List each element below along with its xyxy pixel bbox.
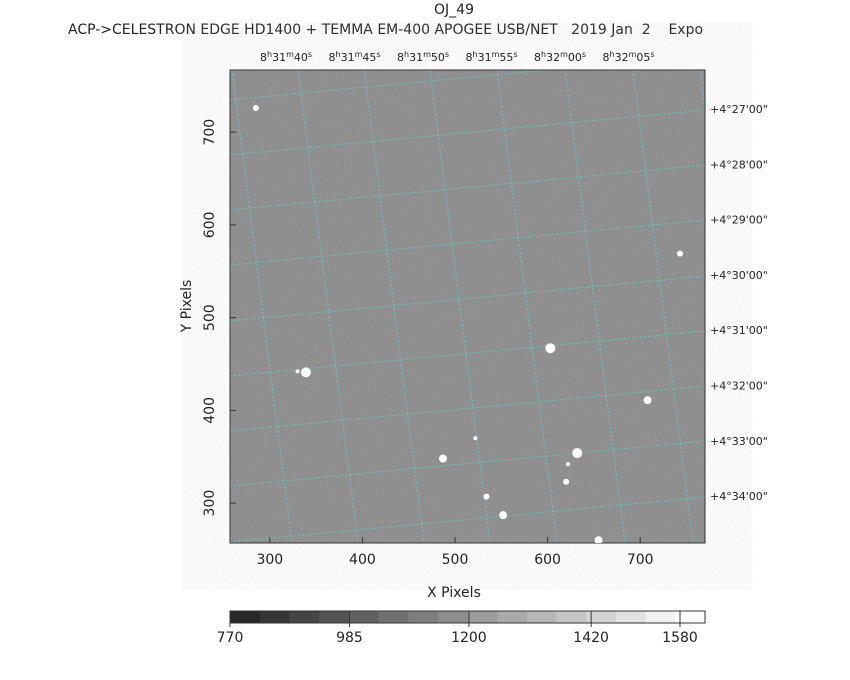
x-tick-label: 300	[256, 552, 283, 568]
colorbar-step	[556, 611, 587, 623]
colorbar-tick-label: 1200	[451, 630, 487, 646]
colorbar-step	[467, 611, 498, 623]
dec-label: +4°31'00"	[710, 324, 768, 337]
y-axis-label: Y Pixels	[179, 280, 195, 334]
dec-label: +4°34'00"	[710, 490, 768, 503]
x-tick-label: 400	[349, 552, 376, 568]
y-tick-label: 500	[202, 304, 218, 331]
ra-label: 8h31m50s	[397, 50, 449, 65]
star	[483, 493, 490, 500]
star	[300, 367, 311, 378]
star	[438, 454, 447, 463]
image-noise	[230, 70, 705, 543]
dec-label: +4°33'00"	[710, 435, 768, 448]
star	[295, 369, 300, 374]
star	[643, 396, 652, 405]
plot-frame	[229, 69, 706, 544]
colorbar-step	[348, 611, 379, 623]
colorbar-step	[615, 611, 647, 623]
colorbar-step	[645, 611, 676, 623]
ra-label: 8h32m05s	[603, 50, 655, 65]
y-tick-label: 700	[202, 119, 218, 146]
star	[594, 536, 603, 543]
x-tick-label: 500	[442, 552, 469, 568]
star	[565, 462, 570, 467]
colorbar-step	[259, 611, 290, 623]
dec-label: +4°32'00"	[710, 380, 768, 393]
colorbar-step	[378, 611, 409, 623]
colorbar-step	[319, 611, 350, 623]
colorbar-step	[526, 611, 558, 623]
x-tick-label: 600	[534, 552, 561, 568]
colorbar-tick-label: 1580	[662, 630, 698, 646]
star	[252, 105, 259, 112]
star	[572, 448, 583, 459]
colorbar-step	[230, 611, 261, 623]
colorbar-tick-label: 1420	[573, 630, 609, 646]
ra-label: 8h32m00s	[534, 50, 586, 65]
dec-label: +4°27'00"	[710, 103, 768, 116]
wcs-grid	[230, 70, 705, 543]
star	[677, 250, 683, 257]
chart-title: OJ_49	[434, 2, 474, 18]
colorbar-step	[437, 611, 468, 623]
star	[545, 343, 556, 354]
colorbar-step	[675, 611, 706, 623]
ra-label: 8h31m45s	[329, 50, 381, 65]
dec-label: +4°30'00"	[710, 269, 768, 282]
y-tick-label: 300	[202, 490, 218, 517]
colorbar-step	[497, 611, 528, 623]
colorbar-step	[586, 611, 617, 623]
colorbar-tick-label: 985	[336, 630, 363, 646]
x-tick-label: 700	[627, 552, 654, 568]
ra-label: 8h31m40s	[260, 50, 312, 65]
dec-label: +4°28'00"	[710, 158, 768, 171]
colorbar-step	[408, 611, 439, 623]
colorbar-step	[289, 611, 320, 623]
chart-subtitle: ACP->CELESTRON EDGE HD1400 + TEMMA EM-40…	[68, 22, 703, 38]
dec-label: +4°29'00"	[710, 214, 768, 227]
x-axis-label: X Pixels	[427, 585, 481, 601]
y-tick-label: 400	[202, 397, 218, 424]
ra-label: 8h31m55s	[466, 50, 518, 65]
y-tick-label: 600	[202, 212, 218, 239]
star	[563, 478, 570, 485]
colorbar-tick-label: 770	[217, 630, 244, 646]
star	[499, 511, 508, 520]
star	[473, 436, 478, 441]
